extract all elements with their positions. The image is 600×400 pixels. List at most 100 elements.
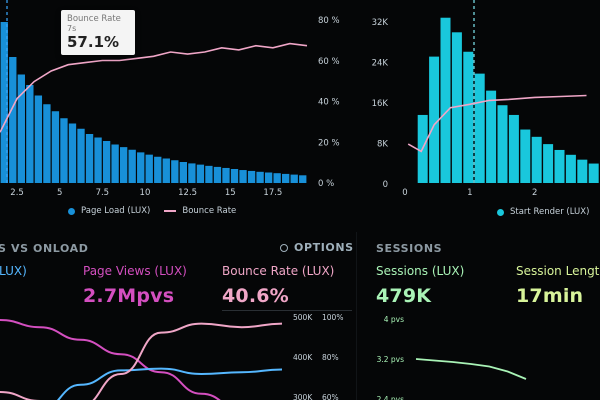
y-left-tick-label: 32K [372, 18, 389, 28]
page-load-bar [196, 164, 205, 183]
page-load-bar [145, 154, 153, 183]
kpi-underline [222, 310, 352, 311]
onload-line [56, 367, 283, 400]
y-right-tick-label: 0 % [318, 179, 334, 189]
x-tick-label: 5 [57, 188, 62, 198]
start-render-bar [451, 32, 462, 183]
y-left-tick-label: 500K [293, 313, 313, 322]
sessions-line-chart: 4 pvs 3.2 pvs 2.4 pvs [377, 315, 527, 400]
y-right-tick-label: 60 % [318, 57, 340, 67]
page-load-bar [162, 158, 170, 183]
session-length-label: Session Length ( [516, 264, 600, 278]
page-load-bar [213, 166, 222, 183]
page-load-bar [239, 170, 247, 183]
x-tick-label: 15 [225, 188, 236, 198]
y-left-tick-label: 300K [293, 393, 313, 400]
page-load-bar [77, 128, 85, 183]
page-load-bar [111, 144, 119, 183]
bounce-rate-line [0, 42, 308, 133]
page-load-bar [290, 174, 298, 183]
page-load-bar [60, 118, 68, 183]
start-render-chart: 32K 24K 16K 8K 0 0 1 2 [372, 0, 599, 198]
left-chart-legend: Page Load (LUX) Bounce Rate [68, 206, 236, 216]
start-render-bar [543, 144, 554, 183]
page-load-bar [154, 156, 162, 183]
page-load-bar [188, 163, 196, 183]
page-load-bar [9, 57, 17, 183]
y-right-tick-label: 60% [322, 393, 339, 400]
y-right-tick-label: 20 % [318, 138, 340, 148]
start-render-line [407, 94, 587, 153]
start-render-bar [565, 154, 576, 183]
page-load-bar [137, 152, 145, 183]
onload-line-chart: 500K 400K 300K 100% 80% 60% [0, 313, 343, 400]
start-render-bar [508, 114, 519, 183]
y-left-tick-label: 16K [372, 99, 389, 109]
bounce-rate-tooltip: Bounce Rate 7s 57.1% [61, 10, 135, 55]
lux-label: LUX) [0, 264, 27, 278]
start-render-bar [554, 149, 565, 183]
page-load-bar [222, 167, 230, 183]
pvs-tick-label: 2.4 pvs [377, 395, 405, 400]
start-render-bar [588, 163, 599, 183]
pvs-tick-label: 3.2 pvs [377, 355, 405, 364]
page-load-bar [273, 173, 281, 183]
bounce-rate-value: 40.6% [222, 285, 289, 307]
page-load-bar [34, 95, 43, 183]
section-divider [356, 232, 357, 400]
page-load-bar [68, 123, 77, 183]
page-load-bar [171, 160, 179, 183]
tooltip-title: Bounce Rate [67, 14, 121, 24]
start-render-bar [463, 51, 474, 183]
legend-start-render-marker [497, 208, 504, 216]
page-load-bar [282, 173, 290, 183]
y-left-tick-label: 8K [377, 140, 388, 150]
sessions-section-title: SESSIONS [376, 242, 443, 255]
page-load-bar [85, 134, 94, 183]
x-tick-label: 17.5 [263, 188, 282, 198]
start-render-bar [474, 73, 485, 183]
y-left-tick-label: 24K [372, 59, 389, 69]
options-label: OPTIONS [294, 241, 354, 254]
page-load-bar [43, 104, 51, 183]
page-load-bar [26, 85, 34, 183]
x-tick-label: 2 [532, 188, 537, 198]
page-load-bar [119, 147, 128, 183]
page-load-bar [247, 170, 256, 183]
page-load-bar [256, 171, 264, 183]
legend-bounce-rate[interactable]: Bounce Rate [182, 206, 237, 216]
start-render-bar [429, 56, 440, 183]
start-render-bar [497, 105, 508, 183]
page-load-bar [264, 172, 273, 183]
sessions-trend-line [415, 358, 527, 380]
sessions-label: Sessions (LUX) [376, 264, 465, 278]
tooltip-subtitle: 7s [67, 24, 77, 33]
start-render-bar [440, 17, 451, 183]
y-left-tick-label: 400K [293, 353, 313, 362]
x-tick-label: 1 [467, 188, 472, 198]
bounce-rate-label: Bounce Rate (LUX) [222, 264, 335, 278]
right-chart-legend: Start Render (LUX) [497, 207, 589, 217]
y-right-tick-label: 80% [322, 353, 339, 362]
page-load-bar [205, 165, 213, 183]
page-views-label: Page Views (LUX) [83, 264, 187, 278]
page-load-bar [299, 175, 307, 183]
legend-page-load[interactable]: Page Load (LUX) [81, 206, 151, 216]
page-views-line [0, 319, 221, 400]
x-tick-label: 10 [140, 188, 151, 198]
circle-options-icon [280, 243, 288, 252]
legend-line-marker [164, 210, 177, 212]
start-render-bar [531, 136, 542, 183]
onload-section-title: S VS ONLOAD [0, 242, 89, 255]
y-right-tick-label: 100% [322, 313, 343, 322]
legend-start-render[interactable]: Start Render (LUX) [510, 207, 590, 217]
options-button[interactable]: OPTIONS [280, 241, 354, 254]
page-load-bar [94, 137, 102, 183]
bounce-rate-trend-line [0, 322, 283, 400]
x-tick-label: 7.5 [96, 188, 110, 198]
page-load-bar [230, 169, 239, 183]
page-load-bar [102, 141, 111, 183]
pvs-tick-label: 4 pvs [384, 315, 404, 324]
page-load-bar [128, 149, 136, 183]
page-load-bar [179, 162, 188, 183]
